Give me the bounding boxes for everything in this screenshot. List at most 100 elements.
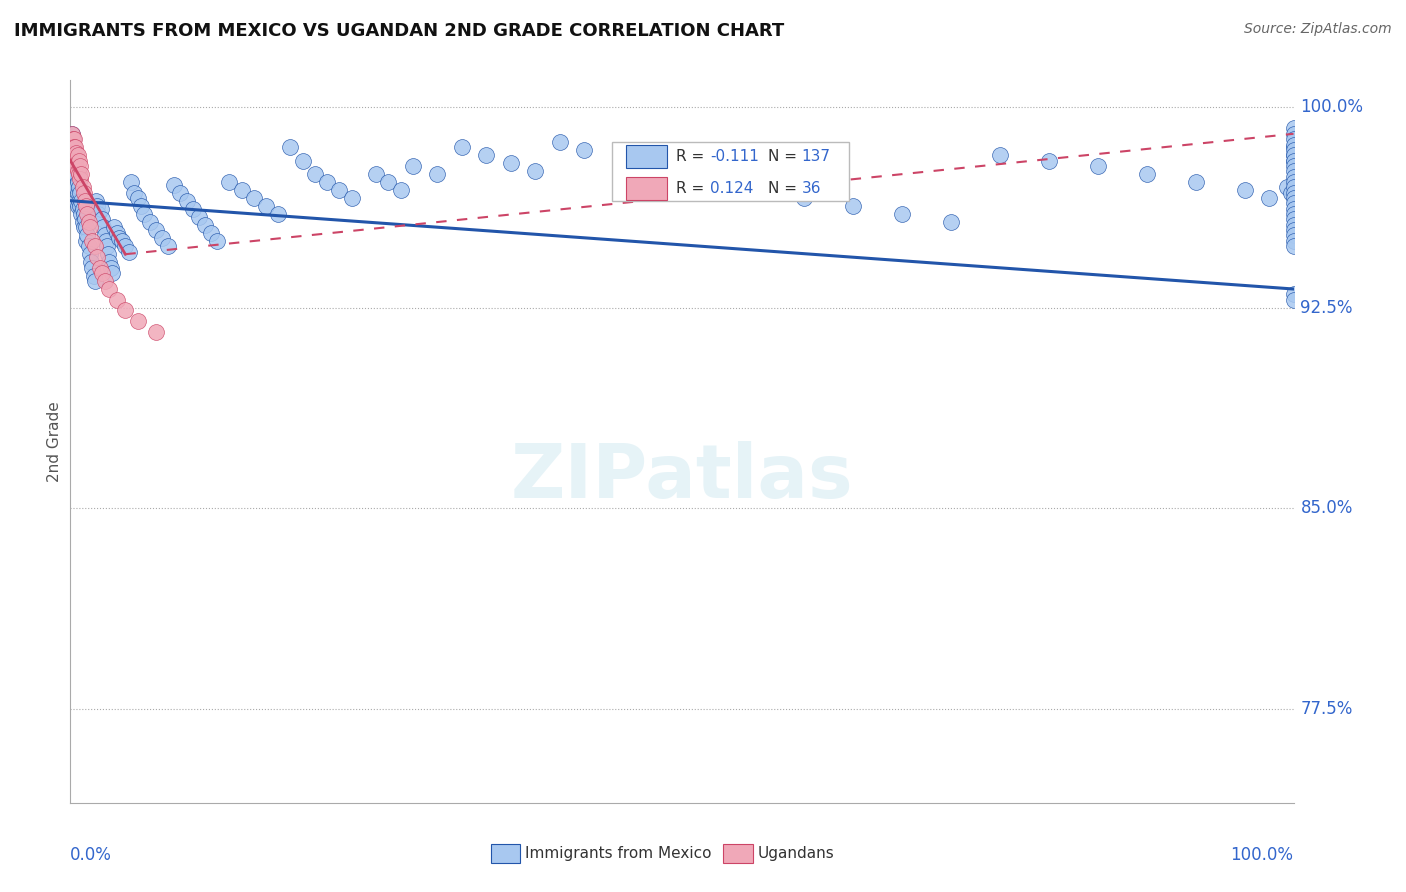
Point — [66, 186, 89, 200]
Point — [1282, 223, 1305, 237]
Point — [1282, 186, 1305, 200]
Point — [1282, 148, 1305, 162]
Point — [150, 231, 173, 245]
Point — [67, 167, 90, 181]
FancyBboxPatch shape — [612, 142, 849, 201]
Point — [60, 127, 83, 141]
Point — [254, 199, 277, 213]
Point — [70, 207, 93, 221]
Point — [1282, 191, 1305, 205]
Point — [66, 175, 89, 189]
Point — [1282, 153, 1305, 168]
Point — [62, 132, 84, 146]
Point — [84, 194, 107, 208]
Point — [73, 186, 96, 200]
Point — [103, 220, 125, 235]
Point — [127, 191, 149, 205]
Point — [132, 207, 155, 221]
Point — [548, 135, 571, 149]
Point — [572, 143, 595, 157]
Point — [83, 274, 105, 288]
Point — [169, 186, 191, 200]
Text: R =: R = — [676, 181, 709, 196]
Point — [73, 194, 96, 208]
Point — [1282, 212, 1305, 227]
Point — [328, 183, 350, 197]
Point — [1282, 164, 1305, 178]
Point — [86, 199, 108, 213]
Point — [366, 167, 388, 181]
Point — [66, 148, 89, 162]
Point — [389, 183, 412, 197]
Point — [475, 148, 498, 162]
Point — [1282, 169, 1305, 184]
Point — [1282, 228, 1305, 243]
Text: 36: 36 — [801, 181, 821, 196]
Point — [76, 207, 98, 221]
Point — [842, 199, 865, 213]
Text: Source: ZipAtlas.com: Source: ZipAtlas.com — [1244, 22, 1392, 37]
Point — [62, 140, 84, 154]
Point — [610, 151, 633, 165]
Point — [98, 282, 121, 296]
Point — [1282, 287, 1305, 301]
Point — [1282, 143, 1305, 157]
Point — [63, 140, 86, 154]
Point — [75, 220, 97, 235]
Point — [70, 167, 93, 181]
Point — [111, 234, 134, 248]
Point — [67, 180, 90, 194]
Point — [77, 239, 100, 253]
Point — [76, 228, 98, 243]
Point — [1282, 202, 1305, 216]
Text: ZIPatlas: ZIPatlas — [510, 442, 853, 514]
Point — [86, 250, 108, 264]
Point — [67, 194, 90, 208]
Point — [1136, 167, 1159, 181]
Point — [194, 218, 217, 232]
Point — [304, 167, 326, 181]
Text: N =: N = — [768, 181, 801, 196]
Point — [69, 186, 91, 200]
Point — [1282, 159, 1305, 173]
Point — [1282, 180, 1305, 194]
Point — [83, 268, 105, 283]
Point — [1279, 186, 1302, 200]
Point — [1258, 191, 1281, 205]
Text: 137: 137 — [801, 149, 831, 163]
Point — [77, 215, 100, 229]
Point — [93, 228, 115, 243]
Point — [1282, 153, 1305, 168]
Point — [108, 231, 131, 245]
Point — [101, 266, 124, 280]
Point — [105, 293, 128, 307]
Point — [139, 215, 162, 229]
Point — [1282, 137, 1305, 152]
Point — [1233, 183, 1256, 197]
Point — [291, 153, 314, 168]
Point — [127, 314, 149, 328]
Point — [63, 148, 86, 162]
Point — [402, 159, 425, 173]
Point — [499, 156, 522, 170]
Text: 92.5%: 92.5% — [1301, 299, 1353, 317]
Point — [98, 255, 121, 269]
Point — [1087, 159, 1109, 173]
Point — [91, 266, 114, 280]
Point — [163, 178, 186, 192]
FancyBboxPatch shape — [724, 844, 752, 863]
Point — [65, 159, 87, 173]
Point — [66, 199, 89, 213]
Point — [62, 140, 84, 154]
Point — [426, 167, 449, 181]
Point — [340, 191, 363, 205]
Point — [72, 180, 94, 194]
Point — [90, 202, 112, 216]
Point — [1282, 218, 1305, 232]
Point — [82, 234, 104, 248]
Point — [67, 153, 90, 168]
Point — [121, 175, 143, 189]
Point — [122, 186, 145, 200]
Text: 0.0%: 0.0% — [70, 847, 112, 864]
Point — [145, 223, 167, 237]
